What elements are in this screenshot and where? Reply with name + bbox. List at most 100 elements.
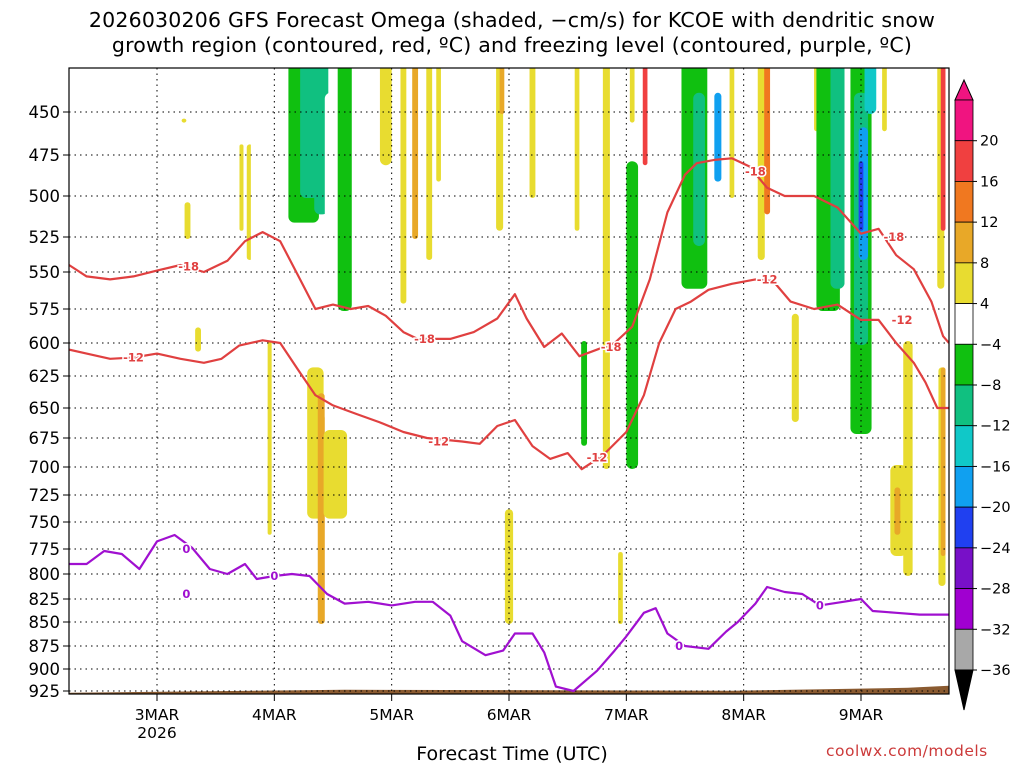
colorbar-swatch xyxy=(954,221,974,264)
colorbar-swatch xyxy=(954,343,974,386)
y-tick-label: 775 xyxy=(29,540,61,559)
plot-area: -18 -18 -18 -18 -18 -12 -12 -12 -12 -12 0 0 0 0 0 xyxy=(69,68,949,694)
omega-shading-cell xyxy=(247,380,254,469)
omega-shading-cell xyxy=(615,144,626,492)
colorbar-label: 12 xyxy=(980,215,998,231)
colorbar-swatch xyxy=(954,588,974,630)
omega-shading-cell xyxy=(239,144,244,231)
y-tick-label: 625 xyxy=(29,367,61,386)
omega-shading-cell xyxy=(181,118,187,123)
y-tick-label: 575 xyxy=(29,300,61,319)
contour-label: 0 xyxy=(270,569,278,583)
colorbar-swatch xyxy=(954,506,974,549)
y-tick-label: 825 xyxy=(29,590,61,609)
contour-label: 0 xyxy=(675,639,683,653)
colorbar-swatch xyxy=(954,547,974,589)
y-tick-label: 900 xyxy=(29,660,61,679)
omega-shading-cell xyxy=(653,256,659,469)
colorbar-label: −8 xyxy=(980,378,1001,394)
colorbar-top-arrow xyxy=(954,78,974,101)
y-tick-label: 550 xyxy=(29,263,61,282)
colorbar-bottom-arrow xyxy=(954,669,974,711)
contour-label: 0 xyxy=(182,587,190,601)
y-tick-label: 875 xyxy=(29,637,61,656)
chart-title-line-1: 2026030206 GFS Forecast Omega (shaded, −… xyxy=(88,8,936,32)
colorbar-label: −28 xyxy=(980,582,1011,598)
omega-shading-cell xyxy=(529,68,536,198)
omega-shading-cell xyxy=(602,68,610,469)
omega-shading-cell xyxy=(317,393,325,624)
omega-shading-cell xyxy=(264,277,269,372)
y-tick-label: 500 xyxy=(29,187,61,206)
colorbar-label: −36 xyxy=(980,663,1011,679)
omega-shading-cell xyxy=(629,68,635,123)
x-tick-label: 7MAR xyxy=(604,706,649,724)
omega-shading-cell xyxy=(412,68,419,239)
omega-shading-cell xyxy=(504,509,514,624)
omega-shading-cell xyxy=(882,68,887,132)
x-tick-label: 6MAR xyxy=(487,706,532,724)
contour-label: 0 xyxy=(816,598,824,612)
contour-label: -12 xyxy=(428,434,449,448)
contour-label: -12 xyxy=(892,313,913,327)
x-tick-sublabel: 2026 xyxy=(137,724,176,742)
contour-label: -18 xyxy=(883,230,904,244)
x-tick-label: 4MAR xyxy=(252,706,297,724)
omega-shading-cell xyxy=(365,68,372,289)
omega-shading-cell xyxy=(618,552,623,624)
contour-label: -18 xyxy=(601,340,622,354)
contour-label: -12 xyxy=(757,272,778,286)
x-axis-title: Forecast Time (UTC) xyxy=(416,743,608,765)
y-tick-label: 675 xyxy=(29,429,61,448)
omega-shading-cell xyxy=(543,68,550,318)
y-tick-label: 700 xyxy=(29,458,61,477)
x-tick-label: 9MAR xyxy=(839,706,884,724)
chart-title-line-2: growth region (contoured, red, ºC) and f… xyxy=(111,33,913,57)
contour-line xyxy=(69,533,949,693)
y-tick-label: 750 xyxy=(29,513,61,532)
omega-shading-cell xyxy=(553,226,559,359)
credit-text: coolwx.com/models xyxy=(826,742,988,760)
colorbar-label: −32 xyxy=(980,622,1011,638)
contour-label: -18 xyxy=(414,332,435,346)
omega-shading-cell xyxy=(324,92,337,423)
omega-shading-cell xyxy=(379,68,392,166)
contour-label: -18 xyxy=(178,259,199,273)
colorbar-swatch xyxy=(954,99,974,142)
omega-shading-cell xyxy=(798,68,806,149)
contour-label: -12 xyxy=(587,451,608,465)
omega-shading-cell xyxy=(626,161,639,469)
omega-shading-cell xyxy=(436,68,441,182)
omega-shading-cell xyxy=(274,256,287,546)
colorbar-label: −20 xyxy=(980,500,1011,516)
y-tick-label: 925 xyxy=(29,682,61,701)
omega-shading-cell xyxy=(306,577,314,615)
omega-shading-cell xyxy=(729,68,735,198)
y-tick-label: 475 xyxy=(29,146,61,165)
y-tick-label: 800 xyxy=(29,565,61,584)
y-tick-label: 525 xyxy=(29,228,61,247)
colorbar-swatch xyxy=(954,425,974,467)
omega-shading-cell xyxy=(830,68,845,289)
colorbar-label: 16 xyxy=(980,174,998,190)
omega-shading-cell xyxy=(704,313,712,410)
x-tick-label: 5MAR xyxy=(369,706,414,724)
omega-shading-cell xyxy=(764,68,771,215)
omega-shading-cell xyxy=(213,256,218,289)
omega-shading-cell xyxy=(791,313,799,422)
contour-label: -18 xyxy=(745,164,766,178)
omega-shading-cell xyxy=(574,68,580,231)
y-tick-label: 650 xyxy=(29,399,61,418)
colorbar-swatch xyxy=(954,303,974,345)
colorbar-label: −4 xyxy=(980,337,1001,353)
omega-shading-cell xyxy=(267,341,272,535)
omega-shading-cell xyxy=(714,92,722,182)
colorbar-label: 8 xyxy=(980,256,989,272)
colorbar-label: 4 xyxy=(980,297,989,313)
omega-shading-cell xyxy=(581,341,588,446)
x-tick-label: 3MAR xyxy=(135,706,180,724)
y-tick-label: 450 xyxy=(29,103,61,122)
omega-shading-cell xyxy=(890,194,903,311)
omega-shading-cell xyxy=(940,367,946,556)
